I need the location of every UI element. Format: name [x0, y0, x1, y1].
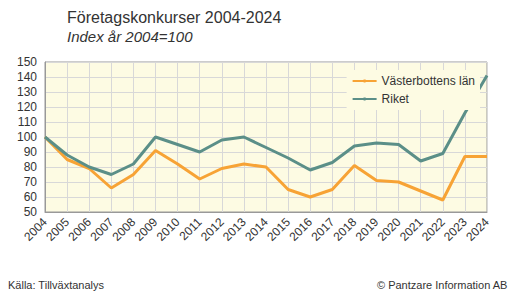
svg-text:70: 70	[24, 175, 38, 189]
svg-text:2014: 2014	[242, 215, 271, 244]
svg-text:50: 50	[24, 205, 38, 219]
svg-text:120: 120	[17, 100, 37, 114]
svg-text:2004: 2004	[21, 215, 50, 244]
svg-text:2006: 2006	[65, 215, 94, 244]
svg-text:2011: 2011	[177, 215, 205, 243]
svg-text:Index år 2004=100: Index år 2004=100	[67, 28, 193, 45]
svg-text:2016: 2016	[286, 215, 315, 244]
svg-text:80: 80	[24, 160, 38, 174]
svg-text:2008: 2008	[110, 215, 139, 244]
svg-text:150: 150	[17, 55, 37, 69]
svg-text:2019: 2019	[353, 215, 382, 244]
svg-text:2021: 2021	[397, 215, 426, 244]
svg-text:2022: 2022	[419, 215, 448, 244]
svg-text:2018: 2018	[331, 215, 360, 244]
svg-text:2017: 2017	[308, 215, 337, 244]
svg-text:Företagskonkurser 2004-2024: Företagskonkurser 2004-2024	[67, 9, 281, 26]
svg-text:140: 140	[17, 70, 37, 84]
svg-text:2007: 2007	[87, 215, 116, 244]
svg-text:100: 100	[17, 130, 37, 144]
svg-text:2024: 2024	[463, 215, 492, 244]
svg-text:2023: 2023	[441, 215, 470, 244]
svg-text:2010: 2010	[154, 215, 183, 244]
svg-text:60: 60	[24, 190, 38, 204]
svg-text:2009: 2009	[132, 215, 161, 244]
svg-text:Västerbottens län: Västerbottens län	[382, 74, 475, 88]
svg-text:2013: 2013	[220, 215, 249, 244]
svg-text:2012: 2012	[198, 215, 227, 244]
svg-text:© Pantzare Information AB: © Pantzare Information AB	[377, 279, 507, 291]
svg-text:2005: 2005	[43, 215, 72, 244]
svg-text:2020: 2020	[375, 215, 404, 244]
svg-text:110: 110	[18, 115, 37, 129]
svg-text:90: 90	[24, 145, 38, 159]
svg-text:Riket: Riket	[382, 92, 410, 106]
svg-text:Källa: Tillväxtanalys: Källa: Tillväxtanalys	[8, 279, 104, 291]
svg-text:2015: 2015	[264, 215, 293, 244]
svg-text:130: 130	[17, 85, 37, 99]
